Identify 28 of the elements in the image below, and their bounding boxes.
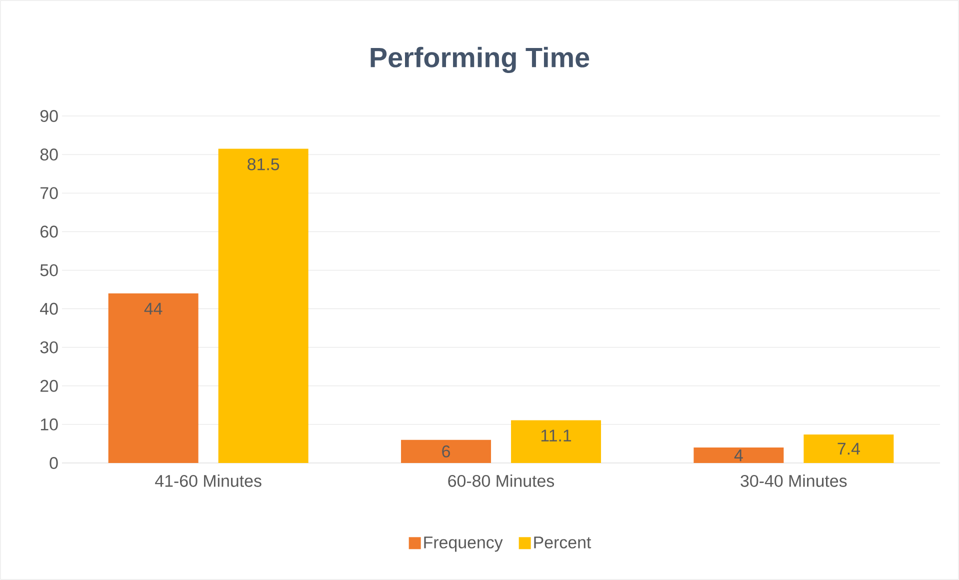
y-tick-label: 70 [40,187,58,200]
legend-label: Frequency [424,536,503,552]
y-tick-label: 90 [40,110,58,122]
bar [694,448,784,463]
data-label: 7.4 [838,442,860,455]
y-tick-label: 80 [40,148,58,161]
data-label: 44 [144,302,162,315]
x-tick-label: 41-60 Minutes [155,474,262,487]
y-tick-label: 40 [40,302,58,315]
bar [804,434,894,463]
legend-label: Percent [534,536,592,548]
y-tick-label: 30 [40,341,58,354]
bar [108,293,198,463]
data-label: 81.5 [248,158,280,170]
x-tick-label: 60-80 Minutes [448,474,554,487]
y-tick-label: 10 [40,418,58,430]
bar [218,148,308,463]
chart-title: Performing Time [370,46,590,74]
data-label: 6 [442,445,450,458]
data-label: 11.1 [541,430,572,442]
data-label: 4 [734,449,743,462]
x-tick-label: 30-40 Minutes [740,474,847,487]
y-tick-label: 50 [40,264,58,276]
bar [511,420,602,463]
y-tick-label: 20 [40,380,58,392]
bar [401,440,492,463]
y-tick-label: 0 [50,456,58,469]
y-tick-label: 60 [40,226,58,238]
